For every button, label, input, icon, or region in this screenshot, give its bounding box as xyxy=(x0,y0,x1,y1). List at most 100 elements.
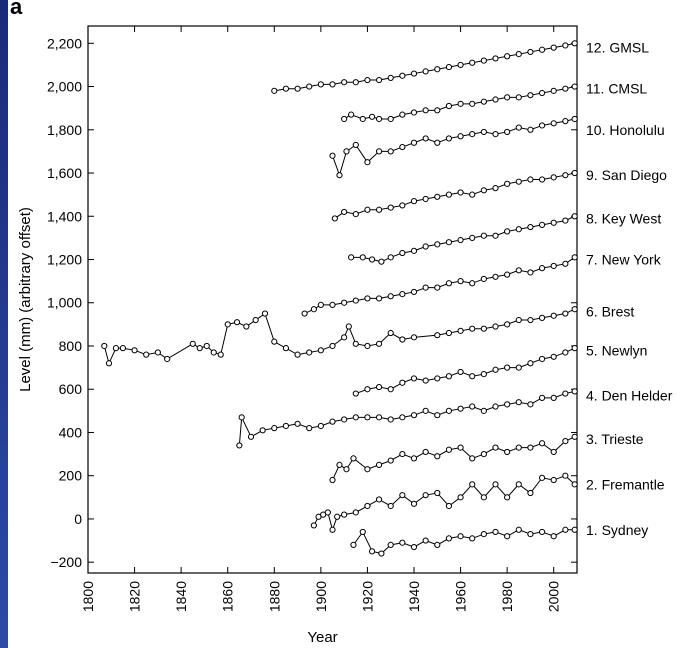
data-point xyxy=(368,548,376,555)
y-tick-label: 200 xyxy=(59,468,83,484)
data-point xyxy=(504,128,511,136)
data-point xyxy=(154,349,161,356)
data-point xyxy=(364,386,371,393)
data-point xyxy=(294,420,301,427)
data-point xyxy=(189,340,196,347)
data-point xyxy=(538,46,546,53)
data-point xyxy=(224,321,231,328)
data-point xyxy=(399,143,406,151)
figure-panel: a −200 0 200 400 600 800 1,000 1,200 1,400 1,600 1… xyxy=(8,0,688,648)
data-point xyxy=(492,96,499,103)
data-point xyxy=(469,403,476,410)
data-point xyxy=(562,310,569,317)
data-point xyxy=(143,351,150,358)
data-point xyxy=(387,254,394,261)
data-point xyxy=(515,51,522,58)
data-point xyxy=(562,472,569,479)
data-point xyxy=(469,373,476,380)
data-point xyxy=(538,440,546,447)
data-point xyxy=(480,325,487,332)
data-point xyxy=(368,256,376,263)
data-point xyxy=(445,535,453,542)
data-point xyxy=(352,79,359,86)
data-point xyxy=(434,375,441,382)
data-point xyxy=(343,148,350,155)
data-point xyxy=(504,53,511,60)
x-tick-label: 1820 xyxy=(127,581,143,612)
data-point xyxy=(131,347,138,354)
data-point xyxy=(434,489,441,497)
data-point xyxy=(562,118,569,125)
data-point xyxy=(364,502,371,510)
data-point xyxy=(368,113,376,120)
data-point xyxy=(399,111,406,118)
data-point xyxy=(422,284,429,291)
data-point xyxy=(469,234,476,241)
data-point xyxy=(422,135,429,142)
data-point xyxy=(457,61,464,69)
data-point xyxy=(271,87,278,94)
x-tick-label: 1800 xyxy=(80,581,96,612)
data-point xyxy=(387,204,394,211)
data-point xyxy=(387,148,394,155)
data-point xyxy=(457,236,464,244)
series-line xyxy=(313,475,576,532)
data-point xyxy=(515,94,522,101)
data-point xyxy=(352,340,359,347)
data-point xyxy=(375,206,383,213)
data-point xyxy=(329,152,336,159)
series-label: 9. San Diego xyxy=(586,167,667,183)
series-label: 4. Den Helder xyxy=(586,388,673,404)
data-point xyxy=(352,141,359,149)
data-point xyxy=(434,139,441,146)
data-point xyxy=(375,76,383,84)
data-point xyxy=(329,81,336,88)
data-point xyxy=(306,349,313,356)
data-point xyxy=(375,383,383,391)
data-point xyxy=(527,530,534,538)
data-point xyxy=(469,481,476,488)
data-point xyxy=(331,215,338,222)
data-point xyxy=(480,530,487,538)
data-point xyxy=(410,334,418,341)
series-label: 7. New York xyxy=(586,252,662,268)
data-point xyxy=(324,509,331,516)
data-point xyxy=(271,338,278,345)
data-point xyxy=(364,76,371,84)
data-point xyxy=(217,351,224,358)
data-point xyxy=(364,466,371,473)
data-point xyxy=(282,422,290,430)
x-tick-label: 1900 xyxy=(313,581,329,612)
data-point xyxy=(469,131,476,138)
y-tick-label: 600 xyxy=(59,381,83,397)
y-tick-label: 1,800 xyxy=(47,122,82,138)
data-point xyxy=(480,275,487,283)
data-point xyxy=(434,332,441,339)
data-point xyxy=(399,379,406,386)
data-point xyxy=(562,260,569,267)
plot-frame xyxy=(87,25,578,574)
data-point xyxy=(571,83,578,90)
y-tick-label: 1,000 xyxy=(47,295,82,311)
data-point xyxy=(317,422,324,430)
data-point xyxy=(480,494,487,501)
data-point xyxy=(550,394,557,401)
data-point xyxy=(527,176,534,183)
x-tick-label: 1880 xyxy=(266,581,282,612)
data-point xyxy=(410,139,418,146)
data-point xyxy=(387,293,394,300)
data-point xyxy=(233,319,241,326)
data-point xyxy=(538,89,546,97)
data-point xyxy=(527,444,534,451)
data-point xyxy=(527,489,534,497)
data-point xyxy=(571,388,578,395)
data-point xyxy=(550,476,557,484)
data-point xyxy=(469,280,476,287)
series-line xyxy=(332,436,575,481)
data-point xyxy=(480,98,487,105)
data-point xyxy=(375,414,383,421)
data-point xyxy=(457,494,464,501)
data-point xyxy=(515,399,522,406)
data-point xyxy=(399,414,406,421)
data-point xyxy=(504,180,511,187)
